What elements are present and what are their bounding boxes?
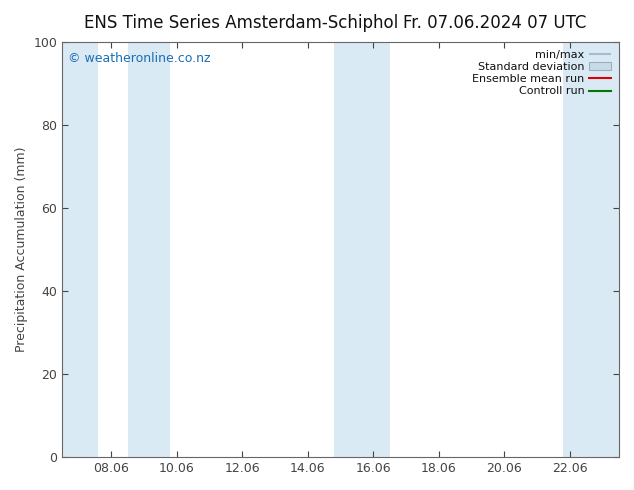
Text: Fr. 07.06.2024 07 UTC: Fr. 07.06.2024 07 UTC [403, 14, 586, 32]
Bar [128, 42, 171, 457]
Bar [564, 42, 619, 457]
Bar [334, 42, 390, 457]
Bar [62, 42, 98, 457]
Legend: min/max, Standard deviation, Ensemble mean run, Controll run: min/max, Standard deviation, Ensemble me… [470, 48, 614, 98]
Text: © weatheronline.co.nz: © weatheronline.co.nz [68, 52, 210, 66]
Text: ENS Time Series Amsterdam-Schiphol: ENS Time Series Amsterdam-Schiphol [84, 14, 398, 32]
Y-axis label: Precipitation Accumulation (mm): Precipitation Accumulation (mm) [15, 147, 28, 352]
